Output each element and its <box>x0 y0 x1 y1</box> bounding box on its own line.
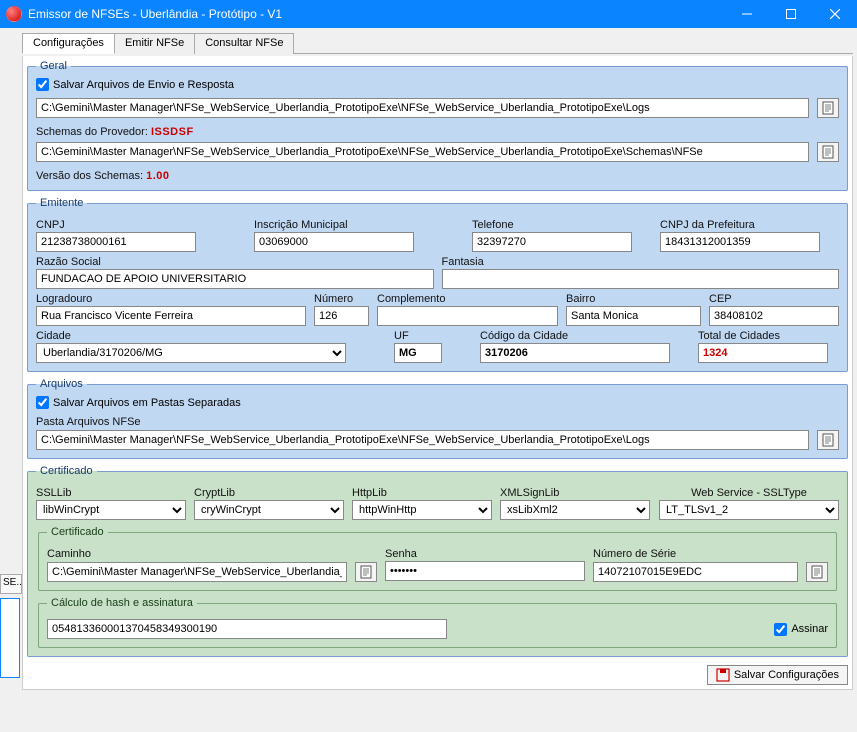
sep-folders-label: Salvar Arquivos em Pastas Separadas <box>53 397 241 409</box>
insc-mun-input[interactable] <box>254 232 414 252</box>
cep-input[interactable] <box>709 306 839 326</box>
logs-browse-button[interactable] <box>817 98 839 118</box>
cidade-label: Cidade <box>36 330 346 342</box>
schemas-version-label: Versão dos Schemas: <box>36 170 143 182</box>
title-bar: Emissor de NFSEs - Uberlândia - Protótip… <box>0 0 857 28</box>
telefone-label: Telefone <box>472 219 632 231</box>
senha-label: Senha <box>385 548 585 560</box>
insc-mun-label: Inscrição Municipal <box>254 219 414 231</box>
sep-folders-row: Salvar Arquivos em Pastas Separadas <box>36 396 241 409</box>
group-certificado: Certificado SSLLib libWinCrypt CryptLib … <box>27 465 848 657</box>
total-cidades-label: Total de Cidades <box>698 330 828 342</box>
save-config-label: Salvar Configurações <box>734 669 839 681</box>
minimize-button[interactable] <box>725 0 769 28</box>
sep-folders-checkbox[interactable] <box>36 396 49 409</box>
razao-input[interactable] <box>36 269 434 289</box>
left-thumbnail[interactable] <box>0 598 20 678</box>
bairro-input[interactable] <box>566 306 701 326</box>
ssllib-select[interactable]: libWinCrypt <box>36 500 186 520</box>
group-geral: Geral Salvar Arquivos de Envio e Respost… <box>27 60 848 191</box>
numero-label: Número <box>314 293 369 305</box>
hash-label: Cálculo de hash e assinatura <box>47 597 197 609</box>
telefone-input[interactable] <box>472 232 632 252</box>
caminho-label: Caminho <box>47 548 377 560</box>
caminho-input[interactable] <box>47 562 347 582</box>
cnpj-label: CNPJ <box>36 219 196 231</box>
pasta-input[interactable] <box>36 430 809 450</box>
sub-certificado-legend: Certificado <box>47 526 108 538</box>
total-cidades-input[interactable] <box>698 343 828 363</box>
close-button[interactable] <box>813 0 857 28</box>
uf-input[interactable] <box>394 343 442 363</box>
cod-cidade-label: Código da Cidade <box>480 330 670 342</box>
fantasia-label: Fantasia <box>442 256 840 268</box>
tab-consultar[interactable]: Consultar NFSe <box>194 33 294 54</box>
assinar-row: Assinar <box>774 623 828 636</box>
caminho-browse-button[interactable] <box>355 562 377 582</box>
schemas-provider: ISSDSF <box>151 126 194 138</box>
schemas-path-input[interactable] <box>36 142 809 162</box>
cryptlib-label: CryptLib <box>194 487 344 499</box>
ssltype-select[interactable]: LT_TLSv1_2 <box>659 500 839 520</box>
save-icon <box>716 668 730 682</box>
window-title: Emissor de NFSEs - Uberlândia - Protótip… <box>28 7 725 21</box>
maximize-button[interactable] <box>769 0 813 28</box>
bairro-label: Bairro <box>566 293 701 305</box>
save-files-checkbox[interactable] <box>36 78 49 91</box>
complemento-input[interactable] <box>377 306 558 326</box>
save-config-button[interactable]: Salvar Configurações <box>707 665 848 685</box>
xmlsignlib-label: XMLSignLib <box>500 487 650 499</box>
left-tab-item[interactable]: SE... <box>0 574 22 594</box>
group-geral-legend: Geral <box>36 60 71 72</box>
logradouro-input[interactable] <box>36 306 306 326</box>
ssltype-label: Web Service - SSLType <box>659 487 839 499</box>
numero-input[interactable] <box>314 306 369 326</box>
fantasia-input[interactable] <box>442 269 840 289</box>
group-emitente-legend: Emitente <box>36 197 87 209</box>
assinar-checkbox[interactable] <box>774 623 787 636</box>
save-files-label: Salvar Arquivos de Envio e Resposta <box>53 79 234 91</box>
logradouro-label: Logradouro <box>36 293 306 305</box>
tab-emitir[interactable]: Emitir NFSe <box>114 33 195 54</box>
logs-path-input[interactable] <box>36 98 809 118</box>
group-arquivos: Arquivos Salvar Arquivos em Pastas Separ… <box>27 378 848 459</box>
tab-strip: Configurações Emitir NFSe Consultar NFSe <box>22 32 853 54</box>
group-arquivos-legend: Arquivos <box>36 378 87 390</box>
group-certificado-legend: Certificado <box>36 465 97 477</box>
sub-hash: Cálculo de hash e assinatura Assinar <box>38 597 837 648</box>
save-files-checkbox-row: Salvar Arquivos de Envio e Resposta <box>36 78 234 91</box>
httplib-select[interactable]: httpWinHttp <box>352 500 492 520</box>
xmlsignlib-select[interactable]: xsLibXml2 <box>500 500 650 520</box>
cnpj-pref-label: CNPJ da Prefeitura <box>660 219 820 231</box>
app-icon <box>6 6 22 22</box>
pasta-browse-button[interactable] <box>817 430 839 450</box>
cod-cidade-input[interactable] <box>480 343 670 363</box>
tab-config[interactable]: Configurações <box>22 33 115 54</box>
serie-browse-button[interactable] <box>806 562 828 582</box>
pasta-label: Pasta Arquivos NFSe <box>36 416 839 428</box>
group-emitente: Emitente CNPJ Inscrição Municipal Telefo… <box>27 197 848 372</box>
cnpj-input[interactable] <box>36 232 196 252</box>
cidade-select[interactable]: Uberlandia/3170206/MG <box>36 343 346 363</box>
left-dock: SE... <box>0 574 22 678</box>
ssllib-label: SSLLib <box>36 487 186 499</box>
complemento-label: Complemento <box>377 293 558 305</box>
cep-label: CEP <box>709 293 839 305</box>
uf-label: UF <box>394 330 442 342</box>
schemas-browse-button[interactable] <box>817 142 839 162</box>
httplib-label: HttpLib <box>352 487 492 499</box>
serie-label: Número de Série <box>593 548 828 560</box>
senha-input[interactable] <box>385 561 585 581</box>
assinar-label: Assinar <box>791 623 828 635</box>
schemas-version: 1.00 <box>146 170 169 182</box>
cryptlib-select[interactable]: cryWinCrypt <box>194 500 344 520</box>
schemas-label: Schemas do Provedor: <box>36 126 148 138</box>
hash-input[interactable] <box>47 619 447 639</box>
razao-label: Razão Social <box>36 256 434 268</box>
cnpj-pref-input[interactable] <box>660 232 820 252</box>
sub-certificado: Certificado Caminho Senha <box>38 526 837 591</box>
serie-input[interactable] <box>593 562 798 582</box>
